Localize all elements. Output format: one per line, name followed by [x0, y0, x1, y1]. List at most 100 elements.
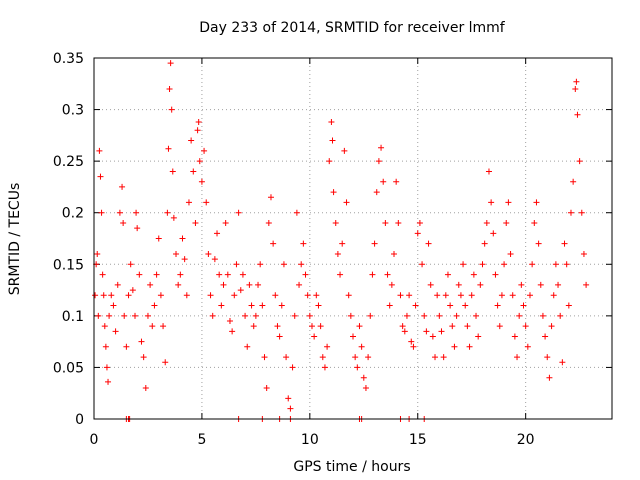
- data-point: [205, 250, 212, 257]
- data-point: [285, 395, 292, 402]
- data-point: [572, 85, 579, 92]
- data-point: [466, 343, 473, 350]
- data-point: [311, 333, 318, 340]
- data-point: [470, 271, 477, 278]
- data-point: [447, 302, 454, 309]
- data-point: [179, 235, 186, 242]
- data-point: [395, 220, 402, 227]
- data-point: [274, 323, 281, 330]
- data-point: [485, 168, 492, 175]
- data-point: [250, 323, 257, 330]
- data-point: [147, 281, 154, 288]
- data-point: [138, 338, 145, 345]
- data-point: [313, 292, 320, 299]
- data-point: [442, 292, 449, 299]
- plot-frame: [93, 57, 613, 420]
- data-point: [477, 281, 484, 288]
- data-point: [507, 250, 514, 257]
- data-point: [119, 183, 126, 190]
- data-point: [563, 261, 570, 268]
- data-point: [365, 354, 372, 361]
- data-point: [168, 106, 175, 113]
- data-point: [533, 199, 540, 206]
- data-point: [432, 354, 439, 361]
- data-point: [399, 323, 406, 330]
- chart-title: Day 233 of 2014, SRMTID for receiver lmm…: [199, 20, 506, 36]
- data-point: [142, 385, 149, 392]
- data-point: [246, 281, 253, 288]
- data-point: [127, 261, 134, 268]
- data-point: [505, 199, 512, 206]
- data-point: [160, 323, 167, 330]
- data-point: [308, 323, 315, 330]
- y-axis: 0 0.05 0.1 0.15 0.2 0.25 0.3 0.35: [53, 51, 612, 428]
- data-point: [496, 323, 503, 330]
- y-tick-label: 0.2: [62, 206, 84, 222]
- data-point: [255, 281, 262, 288]
- data-point: [559, 359, 566, 366]
- data-point: [102, 343, 109, 350]
- data-point: [324, 343, 331, 350]
- data-point: [98, 209, 105, 216]
- data-point: [298, 261, 305, 268]
- x-tick-label: 15: [409, 432, 427, 448]
- data-point: [167, 60, 174, 67]
- data-point: [319, 354, 326, 361]
- data-point: [196, 158, 203, 165]
- data-point: [120, 220, 127, 227]
- data-point: [332, 220, 339, 227]
- data-point: [185, 199, 192, 206]
- data-point: [257, 261, 264, 268]
- data-point: [129, 287, 136, 294]
- x-axis-label: GPS time / hours: [293, 459, 410, 475]
- data-point: [229, 328, 236, 335]
- data-point: [198, 178, 205, 185]
- data-point: [481, 240, 488, 247]
- data-point: [414, 230, 421, 237]
- data-point: [339, 240, 346, 247]
- data-point: [352, 354, 359, 361]
- data-point: [291, 312, 298, 319]
- y-tick-label: 0.35: [53, 51, 84, 67]
- data-point: [231, 292, 238, 299]
- data-point: [360, 374, 367, 381]
- data-point: [94, 250, 101, 257]
- data-point: [224, 271, 231, 278]
- data-point: [544, 354, 551, 361]
- data-point: [304, 292, 311, 299]
- data-point: [574, 111, 581, 118]
- data-point: [449, 323, 456, 330]
- data-point: [99, 271, 106, 278]
- data-point: [289, 364, 296, 371]
- data-point: [278, 302, 285, 309]
- data-point: [350, 333, 356, 340]
- data-point: [455, 281, 462, 288]
- data-point: [153, 271, 160, 278]
- data-point: [108, 292, 115, 299]
- data-point: [511, 333, 518, 340]
- data-point: [92, 292, 99, 299]
- data-point: [492, 271, 499, 278]
- data-point: [384, 271, 391, 278]
- data-point: [567, 209, 574, 216]
- data-point: [403, 312, 410, 319]
- data-point: [419, 261, 426, 268]
- data-point: [170, 214, 177, 221]
- data-point: [408, 338, 415, 345]
- data-point: [114, 281, 121, 288]
- data-point: [378, 144, 385, 151]
- data-point: [203, 199, 210, 206]
- data-point: [561, 240, 568, 247]
- data-point: [235, 209, 242, 216]
- data-point: [259, 302, 266, 309]
- data-point: [494, 302, 501, 309]
- data-point: [388, 281, 395, 288]
- data-point: [548, 323, 555, 330]
- data-point: [460, 261, 467, 268]
- data-point: [263, 385, 270, 392]
- data-point: [557, 312, 564, 319]
- data-point: [226, 318, 233, 325]
- data-point: [321, 364, 328, 371]
- data-point: [136, 271, 143, 278]
- data-point: [462, 302, 469, 309]
